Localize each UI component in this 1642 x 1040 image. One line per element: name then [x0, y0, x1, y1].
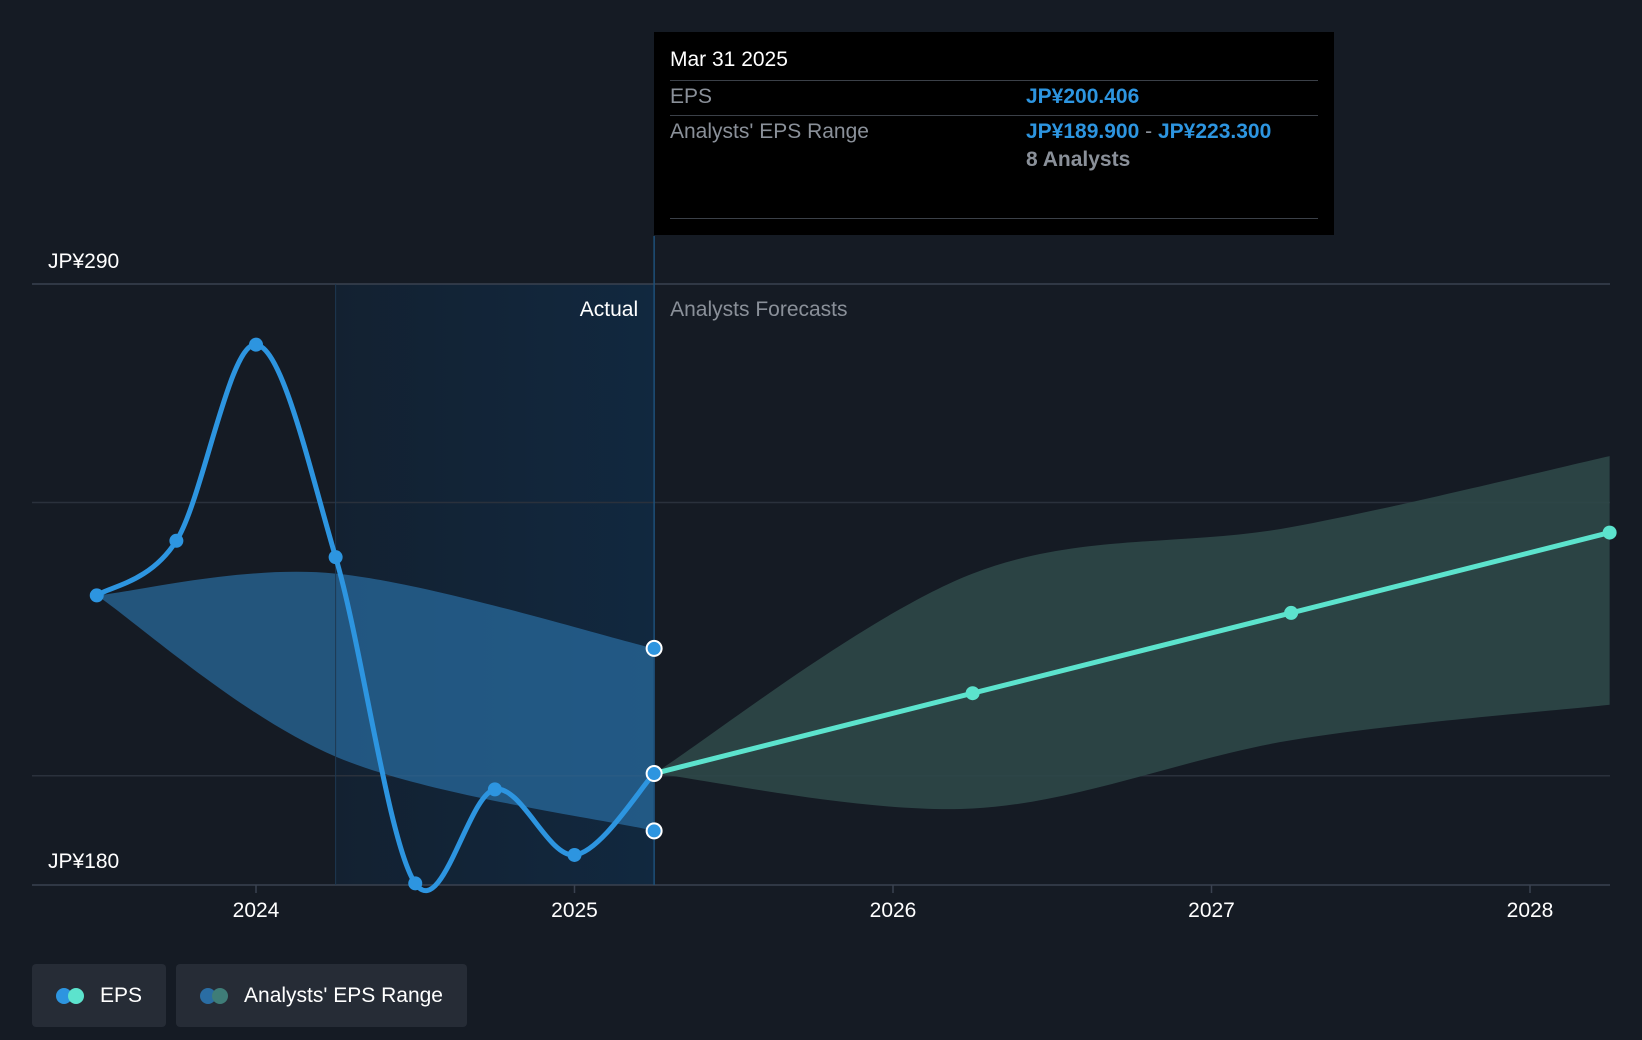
- tooltip-range-label: Analysts' EPS Range: [670, 120, 869, 143]
- eps-point[interactable]: [249, 337, 263, 352]
- tooltip: Mar 31 2025 EPS JP¥200.406 Analysts' EPS…: [654, 32, 1334, 235]
- forecast-region-label: Analysts Forecasts: [670, 298, 847, 321]
- forecast-eps-range-band: [654, 456, 1610, 810]
- forecast-eps-point[interactable]: [1602, 525, 1617, 540]
- eps-point[interactable]: [328, 550, 343, 565]
- eps-point[interactable]: [89, 588, 104, 603]
- legend-range-dot-2: [212, 987, 229, 1004]
- eps-point[interactable]: [487, 782, 502, 797]
- range-markers: [645, 639, 663, 840]
- legend-range-label: Analysts' EPS Range: [244, 983, 443, 1007]
- legend-eps-label: EPS: [100, 983, 143, 1007]
- x-tick-label: 2028: [1507, 899, 1554, 922]
- legend-item-eps[interactable]: EPS: [32, 964, 167, 1027]
- tooltip-eps-row: EPS JP¥200.406: [670, 80, 1318, 115]
- x-axis-ticks: 2024 2025 2026 2027 2028: [233, 885, 1554, 922]
- tooltip-range-separator: -: [1145, 120, 1153, 143]
- actual-region-label: Actual: [580, 298, 638, 321]
- tooltip-eps-value: JP¥200.406: [1026, 85, 1140, 108]
- y-axis-label-bottom: JP¥180: [48, 850, 119, 873]
- tooltip-range-high: JP¥223.300: [1157, 120, 1272, 143]
- legend-eps-icon: [56, 987, 86, 1004]
- eps-point[interactable]: [169, 533, 184, 548]
- forecast-eps-point[interactable]: [965, 686, 980, 701]
- x-tick-label: 2025: [551, 899, 598, 922]
- tooltip-eps-label: EPS: [670, 85, 713, 108]
- eps-point[interactable]: [408, 876, 423, 891]
- x-tick-label: 2024: [233, 899, 280, 922]
- range-marker[interactable]: [645, 822, 663, 840]
- y-axis-label-top: JP¥290: [48, 250, 119, 273]
- eps-actual-line: [94, 342, 657, 894]
- tooltip-divider: [670, 218, 1318, 219]
- tooltip-range-value: JP¥189.900 - JP¥223.300: [1026, 116, 1271, 148]
- actual-eps-range-band: [96, 571, 655, 831]
- x-tick-label: 2026: [870, 899, 917, 922]
- forecast-eps-point[interactable]: [1284, 605, 1299, 620]
- tooltip-analysts-count: 8 Analysts: [1026, 148, 1131, 171]
- tooltip-date: Mar 31 2025: [670, 48, 788, 71]
- tooltip-range-row: Analysts' EPS Range JP¥189.900 - JP¥223.…: [670, 115, 1318, 150]
- selected-eps-marker[interactable]: [645, 765, 663, 783]
- legend-eps-dot-2: [68, 987, 84, 1004]
- eps-point[interactable]: [567, 847, 582, 862]
- data-points: [89, 337, 1617, 891]
- legend: EPS Analysts' EPS Range: [32, 964, 467, 1027]
- legend-item-range[interactable]: Analysts' EPS Range: [176, 964, 467, 1027]
- legend-range-icon: [200, 987, 230, 1004]
- x-tick-label: 2027: [1188, 899, 1235, 922]
- range-marker[interactable]: [645, 639, 663, 657]
- eps-forecast-line: [651, 530, 1613, 777]
- tooltip-range-low: JP¥189.900: [1026, 120, 1140, 143]
